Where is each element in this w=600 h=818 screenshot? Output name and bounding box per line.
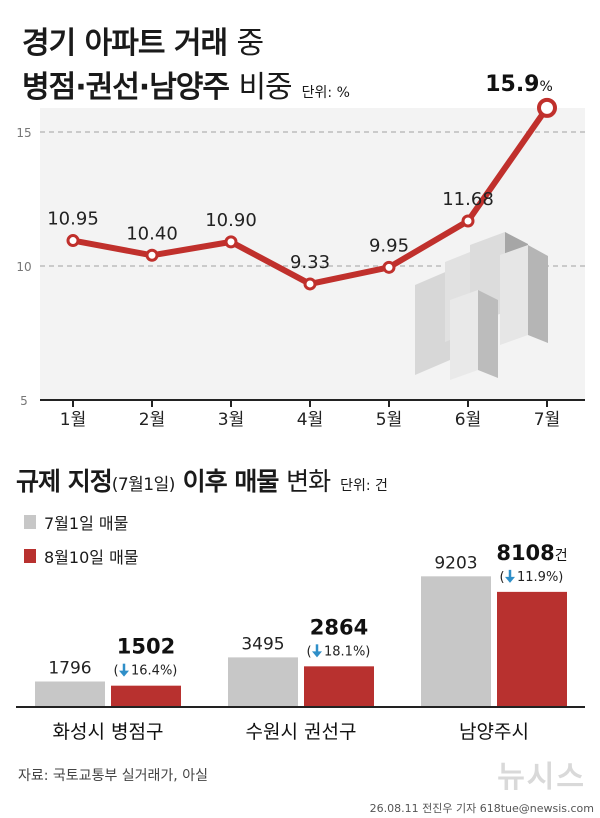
x-tick-label: 1월 bbox=[60, 410, 86, 430]
bar-title-light: 변화 bbox=[286, 467, 331, 496]
legend-item-jul1: 7월1일 매물 bbox=[24, 510, 128, 534]
chart-subtitle-light: 비중 bbox=[238, 70, 292, 105]
line-chart-unit: 단위: % bbox=[301, 85, 350, 101]
data-point bbox=[145, 248, 159, 262]
chart-subtitle: 병점·권선·남양주 비중 단위: % bbox=[22, 62, 350, 106]
bar-aug10 bbox=[304, 666, 374, 707]
y-tick-label: 10 bbox=[16, 260, 31, 274]
data-label: 15.9% bbox=[485, 72, 553, 97]
source-note: 자료: 국토교통부 실거래가, 아실 bbox=[18, 768, 208, 784]
data-label: 9.95 bbox=[369, 235, 409, 256]
change-value: 18.1%) bbox=[324, 644, 370, 659]
credit-line: 26.08.11 전진우 기자 618tue@newsis.com bbox=[369, 802, 594, 815]
data-label: 10.95 bbox=[47, 209, 99, 230]
x-tick-label: 2월 bbox=[139, 410, 165, 430]
x-tick-label: 3월 bbox=[218, 410, 244, 430]
line-points: 10.95 10.40 10.90 9.33 9.95 11.68 15.9% bbox=[47, 72, 557, 291]
data-point bbox=[382, 260, 396, 274]
bar-label-jul1: 3495 bbox=[241, 634, 284, 654]
bar-jul1 bbox=[35, 681, 105, 707]
apartment-buildings-illustration bbox=[415, 232, 548, 380]
change-paren-open: ( bbox=[306, 644, 311, 659]
data-label: 9.33 bbox=[290, 252, 330, 273]
data-point bbox=[537, 97, 557, 118]
bar-label-aug10: 2864 bbox=[310, 615, 368, 639]
data-point bbox=[66, 234, 80, 248]
chart-title: 경기 아파트 거래 중 bbox=[22, 18, 265, 62]
data-point bbox=[303, 277, 317, 291]
legend-swatch-gray bbox=[24, 515, 36, 529]
x-tick-label: 4월 bbox=[297, 410, 323, 430]
y-tick-label: 15 bbox=[16, 126, 31, 140]
x-tick-label: 6월 bbox=[455, 410, 481, 430]
bar-title-bold: 규제 지정 bbox=[16, 467, 113, 496]
bar-aug10 bbox=[497, 591, 567, 707]
legend-label-jul1: 7월1일 매물 bbox=[44, 514, 129, 533]
x-tick-label: 7월 bbox=[534, 410, 560, 430]
bar-label-aug10: 8108건 bbox=[496, 541, 567, 565]
data-point bbox=[224, 235, 238, 249]
bar-category-label: 화성시 병점구 bbox=[53, 721, 164, 743]
bar-chart-unit: 단위: 건 bbox=[340, 478, 388, 494]
bar-label-jul1: 9203 bbox=[434, 553, 477, 573]
change-paren-open: ( bbox=[113, 664, 118, 679]
bar-aug10 bbox=[111, 685, 181, 707]
chart-title-bold: 경기 아파트 거래 bbox=[22, 26, 228, 61]
legend-item-aug10: 8월10일 매물 bbox=[24, 544, 139, 568]
bar-category-label: 남양주시 bbox=[459, 721, 529, 743]
bar-chart: 1796 1502 (16.4%) 화성시 병점구 3495 2864 (18.1%) 수원시… bbox=[35, 541, 568, 743]
down-arrow-icon bbox=[312, 644, 322, 658]
bar-jul1 bbox=[421, 576, 491, 707]
change-value: 11.9%) bbox=[517, 570, 563, 585]
y-tick-label: 5 bbox=[20, 394, 28, 408]
data-label: 10.90 bbox=[205, 210, 257, 231]
data-label: 10.40 bbox=[126, 223, 178, 244]
change-value: 16.4%) bbox=[131, 664, 177, 679]
bar-title-bold2: 이후 매물 bbox=[182, 467, 280, 496]
bar-label-aug10: 1502 bbox=[117, 635, 175, 659]
x-tick-label: 5월 bbox=[376, 410, 402, 430]
down-arrow-icon bbox=[119, 663, 129, 677]
chart-title-light: 중 bbox=[236, 26, 265, 61]
data-point bbox=[461, 214, 475, 228]
data-label: 11.68 bbox=[442, 189, 494, 210]
chart-subtitle-bold: 병점·권선·남양주 bbox=[22, 70, 230, 105]
legend-swatch-red bbox=[24, 549, 36, 563]
bar-category-label: 수원시 권선구 bbox=[246, 721, 357, 743]
legend-label-aug10: 8월10일 매물 bbox=[44, 548, 139, 567]
line-x-axis: 1월 2월 3월 4월 5월 6월 7월 bbox=[60, 400, 560, 430]
newsis-logo: 뉴시스 bbox=[497, 760, 586, 795]
down-arrow-icon bbox=[505, 569, 515, 583]
bar-label-jul1: 1796 bbox=[48, 658, 91, 678]
bar-chart-title: 규제 지정(7월1일) 이후 매물 변화 단위: 건 bbox=[16, 462, 388, 498]
bar-jul1 bbox=[228, 657, 298, 707]
bar-title-date: (7월1일) bbox=[111, 475, 176, 495]
change-paren-open: ( bbox=[499, 570, 504, 585]
